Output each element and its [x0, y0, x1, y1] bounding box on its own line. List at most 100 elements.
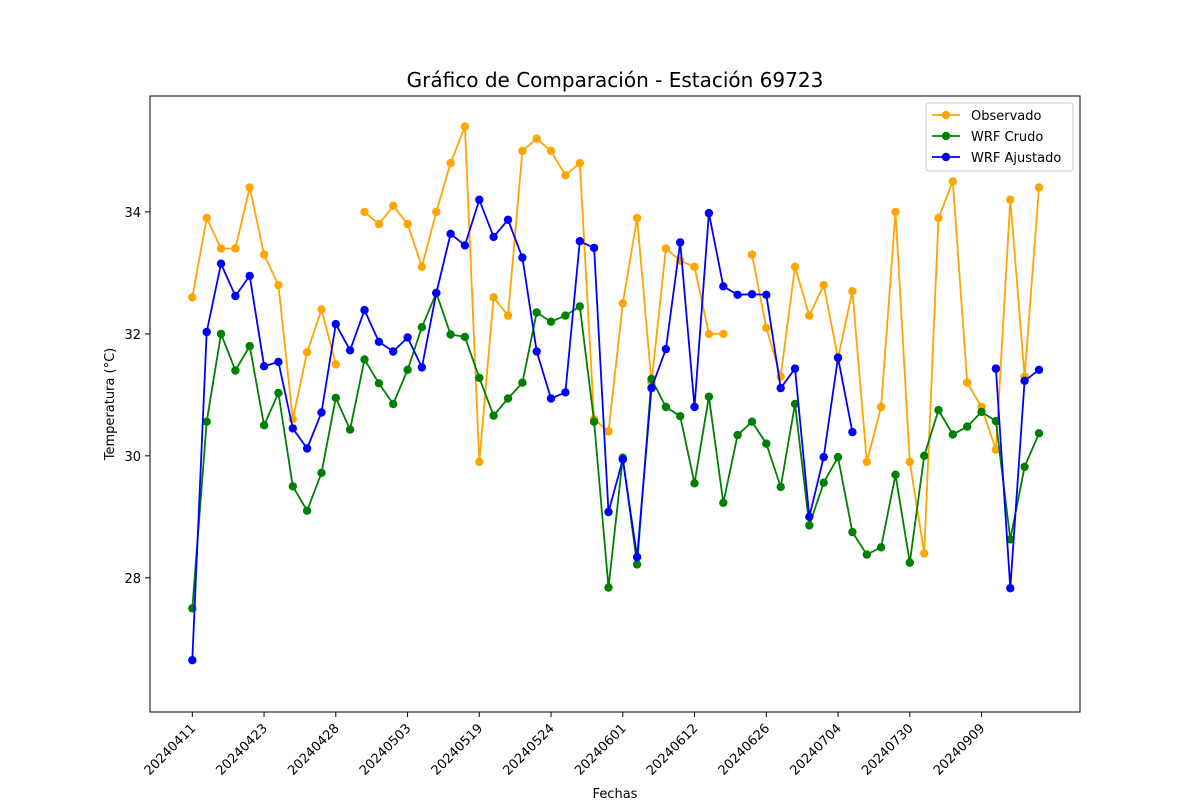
data-point [1034, 429, 1044, 438]
data-point [575, 237, 584, 246]
data-point [188, 656, 197, 665]
y-axis-label: Temperatura (°C) [103, 348, 118, 461]
data-point [991, 445, 1001, 454]
data-point [704, 329, 714, 339]
data-point [575, 158, 584, 168]
data-point [819, 452, 828, 462]
data-point [489, 232, 498, 242]
data-point [733, 290, 742, 299]
data-point [317, 305, 326, 314]
data-point [589, 243, 599, 253]
data-point [561, 171, 570, 180]
axes: 28 30 32 34 20240411 20240423 20240428 20240503… [124, 206, 988, 779]
data-point [690, 262, 699, 271]
series-wrf-ajustado [188, 195, 1044, 665]
chart-title: Gráfico de Comparación - Estación 69723 [407, 68, 824, 92]
data-point [790, 262, 800, 271]
data-point [805, 521, 814, 530]
data-point [676, 412, 685, 421]
data-point [389, 347, 398, 356]
data-point [862, 457, 871, 467]
data-point [977, 407, 986, 417]
legend-box [925, 102, 1074, 172]
data-point [676, 238, 685, 247]
data-point [417, 262, 427, 271]
data-point [231, 366, 240, 375]
data-point [963, 378, 972, 387]
data-point [288, 482, 297, 491]
data-point [833, 353, 843, 362]
data-point [1020, 376, 1029, 385]
plot-frame [149, 95, 1081, 713]
data-point [948, 177, 957, 186]
data-point [245, 271, 254, 281]
data-point [848, 287, 857, 296]
data-point [762, 439, 771, 448]
x-tick-label: 20240519 [429, 721, 486, 778]
data-point [1006, 195, 1015, 204]
legend-item: Observado [932, 109, 1042, 124]
data-point [475, 373, 484, 382]
data-point [274, 357, 283, 367]
legend-marker [941, 131, 951, 141]
data-point [374, 219, 384, 229]
data-point [833, 452, 843, 462]
data-point [805, 512, 814, 521]
x-tick-label: 20240704 [787, 721, 844, 778]
y-tick-label: 32 [124, 328, 141, 343]
data-point [589, 417, 599, 426]
data-point [733, 430, 742, 440]
data-point [503, 215, 513, 224]
data-point [331, 393, 340, 403]
legend-item: WRF Crudo [932, 130, 1043, 145]
data-point [317, 468, 326, 478]
data-point [403, 333, 412, 342]
data-point [188, 293, 197, 302]
data-point [403, 365, 412, 374]
data-point [518, 146, 527, 156]
data-point [360, 355, 369, 364]
data-point [934, 405, 943, 415]
data-point [245, 183, 254, 192]
data-point [417, 323, 427, 332]
data-point [776, 482, 785, 492]
x-tick-label: 20240909 [931, 721, 988, 778]
data-point [532, 308, 541, 317]
data-point [905, 457, 914, 467]
data-point [963, 422, 972, 431]
data-point [216, 329, 226, 339]
data-point [389, 399, 398, 409]
data-point [790, 399, 800, 409]
data-point [518, 253, 527, 262]
data-point [489, 293, 498, 302]
data-point [632, 552, 642, 562]
data-point [403, 219, 412, 229]
data-point [546, 394, 556, 403]
data-point [719, 282, 728, 291]
data-point [432, 207, 441, 217]
data-point [475, 195, 484, 204]
data-point [389, 201, 398, 210]
data-point [1034, 365, 1044, 374]
data-point [561, 311, 570, 320]
data-point [632, 560, 642, 569]
data-point [661, 402, 671, 412]
data-point [790, 364, 800, 373]
data-point [661, 344, 671, 354]
data-point [374, 379, 384, 388]
x-tick-label: 20240524 [500, 721, 557, 778]
data-point [259, 421, 269, 430]
data-point [460, 332, 470, 342]
data-point [302, 506, 312, 515]
data-point [819, 478, 828, 487]
data-point [216, 244, 226, 253]
x-tick-label: 20240411 [142, 721, 199, 778]
data-point [905, 558, 914, 567]
series-line [363, 126, 724, 462]
data-point [891, 470, 900, 479]
data-point [446, 330, 455, 339]
data-point [518, 378, 527, 387]
x-tick-label: 20240503 [357, 721, 414, 778]
data-point [776, 383, 785, 393]
